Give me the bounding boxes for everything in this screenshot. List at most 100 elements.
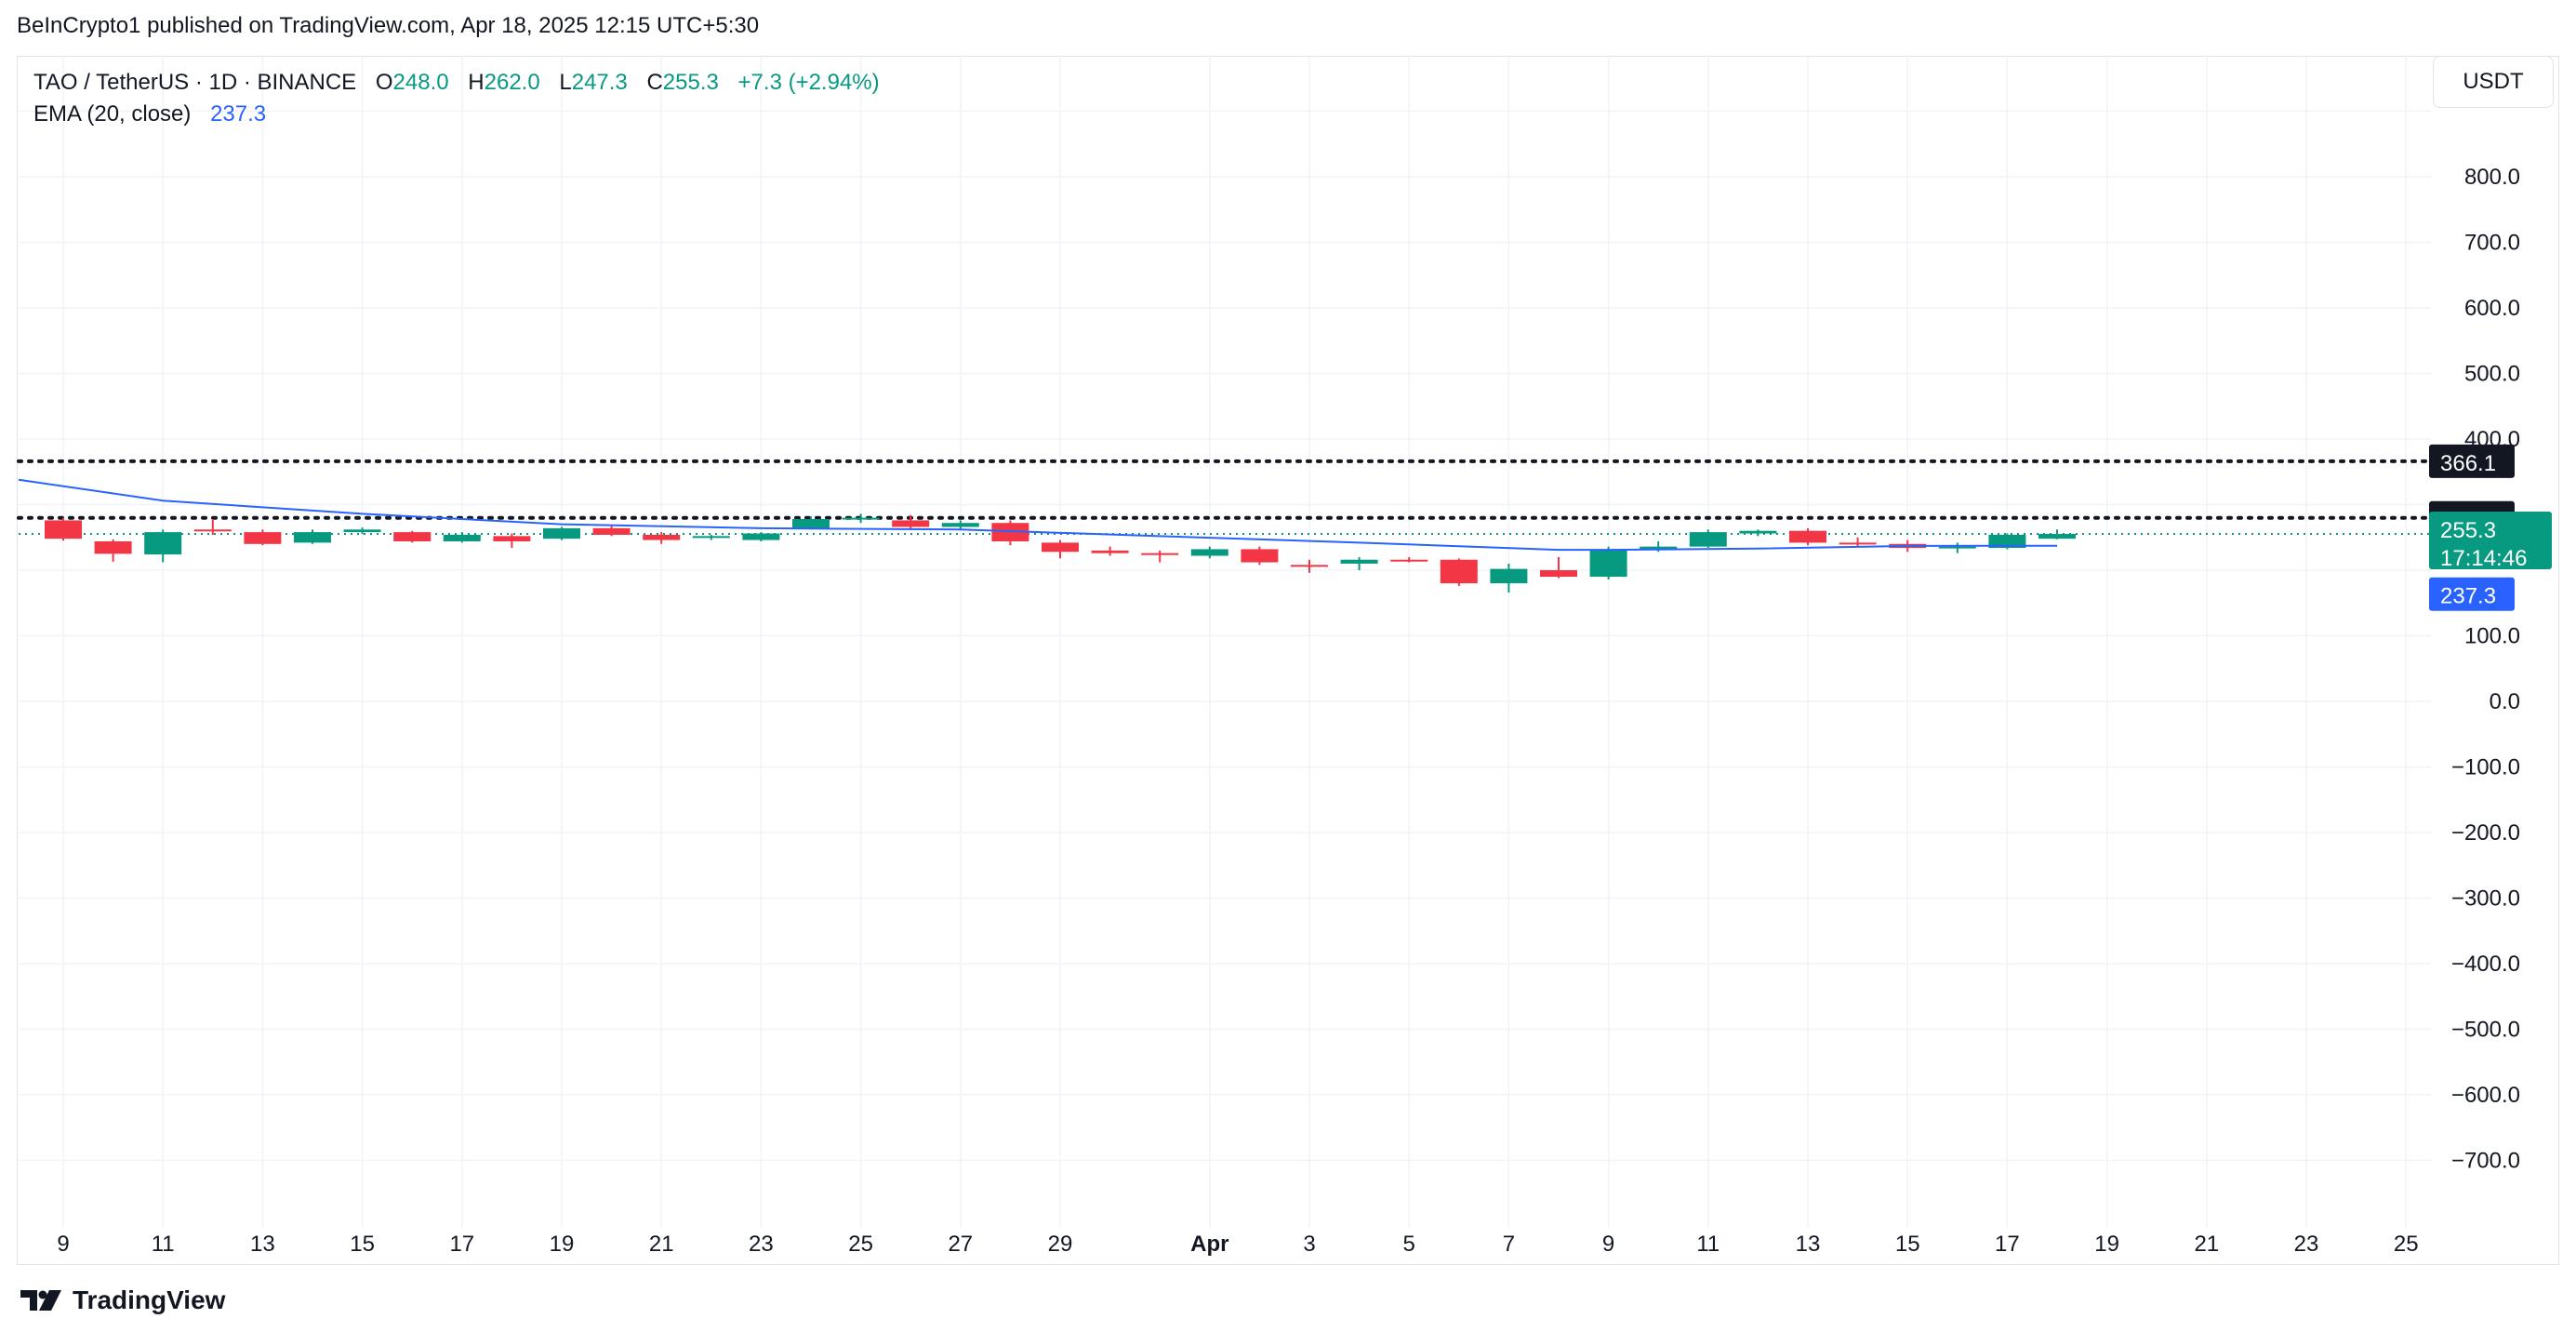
candle-body (1739, 530, 1777, 534)
x-tick-label: 7 (1503, 1232, 1515, 1257)
y-tick-label: −100.0 (2451, 755, 2520, 780)
high-label: H (468, 70, 485, 95)
x-tick-label: 9 (57, 1232, 69, 1257)
high-value: 262.0 (484, 70, 540, 95)
y-tick-label: −400.0 (2451, 952, 2520, 977)
candle-body (643, 534, 681, 540)
candle-body (692, 536, 730, 539)
candle-body (45, 520, 82, 539)
x-tick-label: Apr (1190, 1232, 1228, 1257)
candle (1291, 559, 1328, 573)
x-tick-label: 17 (1995, 1232, 2020, 1257)
last-price-tag-text: 17:14:46 (2440, 546, 2527, 571)
currency-label: USDT (2463, 69, 2524, 94)
candle (892, 514, 930, 530)
candle-body (493, 536, 531, 541)
candle-body (1141, 553, 1179, 555)
tradingview-logo-icon (20, 1290, 61, 1311)
candle-body (1789, 530, 1826, 543)
ohlc-legend-row: TAO / TetherUS · 1D · BINANCE O248.0 H26… (33, 67, 880, 99)
x-tick-label: 11 (152, 1232, 175, 1257)
x-tick-label: 23 (749, 1232, 774, 1257)
currency-selector[interactable]: USDT (2433, 56, 2554, 108)
candle-body (941, 523, 979, 527)
ema-legend-row: EMA (20, close) 237.3 (33, 99, 880, 130)
x-tick-label: 25 (2394, 1232, 2419, 1257)
candle (1390, 556, 1428, 563)
candle-body (1340, 559, 1378, 564)
candle-body (792, 519, 830, 528)
candle (1789, 527, 1826, 546)
x-tick-label: 13 (1796, 1232, 1821, 1257)
candle (1241, 546, 1279, 566)
x-tick-label: 3 (1303, 1232, 1315, 1257)
last-price-tag-text: 255.3 (2440, 518, 2496, 543)
grid-layer (19, 58, 2431, 1228)
tradingview-wordmark: TradingView (73, 1285, 226, 1314)
candle-body (592, 527, 631, 535)
tradingview-branding[interactable]: TradingView (19, 1285, 225, 1315)
candle-body (2038, 534, 2076, 539)
candle (1340, 556, 1378, 570)
last-price-tag-bg (2429, 512, 2552, 570)
candle (1988, 533, 2026, 550)
candle-body (343, 529, 381, 533)
y-tick-label: 600.0 (2464, 296, 2520, 321)
candle-body (1091, 550, 1129, 553)
open-value: 248.0 (392, 70, 449, 95)
candle (692, 534, 730, 540)
candle-body (543, 527, 580, 539)
candle-body (991, 523, 1029, 541)
horizontal-levels (17, 459, 2435, 536)
x-tick-label: 5 (1403, 1232, 1415, 1257)
x-tick-label: 25 (848, 1232, 873, 1257)
candle (792, 516, 830, 530)
candle-body (94, 540, 132, 554)
candle-body (393, 532, 432, 541)
chart-frame (17, 56, 2559, 1265)
y-tick-label: 500.0 (2464, 362, 2520, 387)
candle-body (742, 533, 780, 540)
candle (1689, 529, 1727, 549)
candle-body (1241, 549, 1279, 563)
publish-attribution: BeInCrypto1 published on TradingView.com… (17, 13, 760, 38)
candle (2038, 529, 2076, 539)
x-tick-label: 15 (1895, 1232, 1920, 1257)
candles (45, 513, 2076, 593)
ema-value: 237.3 (210, 101, 267, 127)
ema-price-tag: 237.3 (2429, 577, 2515, 611)
chart-legend: TAO / TetherUS · 1D · BINANCE O248.0 H26… (33, 67, 880, 130)
candle (294, 529, 331, 544)
x-tick-label: 23 (2294, 1232, 2319, 1257)
y-tick-label: −600.0 (2451, 1083, 2520, 1108)
candle-body (1640, 546, 1678, 550)
change-value: +7.3 (+2.94%) (737, 70, 880, 95)
candle (1440, 558, 1478, 586)
low-label: L (559, 70, 572, 95)
x-tick-label: 29 (1048, 1232, 1073, 1257)
candle (443, 532, 481, 543)
candle (991, 520, 1029, 546)
candle-body (1390, 559, 1428, 562)
candle-body (1440, 559, 1478, 584)
candle (1739, 529, 1777, 537)
y-tick-label: 100.0 (2464, 624, 2520, 649)
low-value: 247.3 (571, 70, 628, 95)
candle (842, 513, 880, 524)
x-tick-label: 17 (449, 1232, 474, 1257)
level-price-tag-bg (2429, 444, 2515, 478)
close-label: C (646, 70, 663, 95)
candle (343, 527, 381, 535)
symbol-label[interactable]: TAO / TetherUS · 1D · BINANCE (33, 70, 357, 95)
level-price-tag: 366.1 (2429, 444, 2515, 478)
x-tick-label: 21 (2194, 1232, 2219, 1257)
x-tick-label: 15 (350, 1232, 375, 1257)
candle (543, 526, 580, 540)
candle-body (1540, 570, 1577, 578)
ema-label[interactable]: EMA (20, close) (33, 101, 192, 127)
candle-body (443, 534, 481, 541)
candle (144, 529, 182, 563)
candle-body (244, 532, 282, 544)
level-price-tag-text: 366.1 (2440, 451, 2496, 476)
